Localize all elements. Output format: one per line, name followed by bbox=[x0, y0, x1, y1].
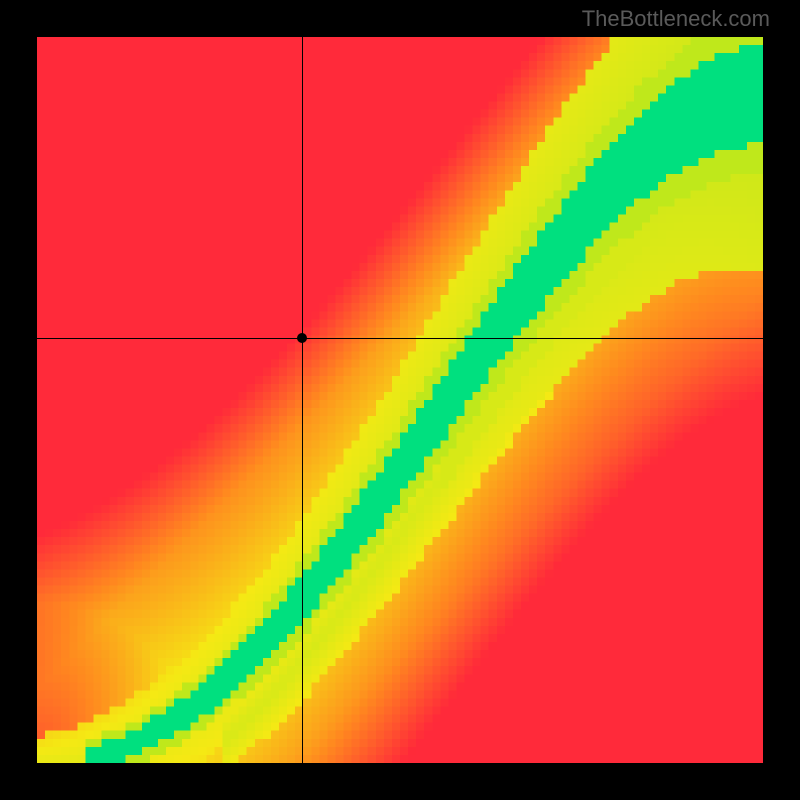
heatmap-plot bbox=[37, 37, 763, 763]
crosshair-horizontal bbox=[37, 338, 763, 339]
crosshair-dot bbox=[297, 333, 307, 343]
heatmap-canvas bbox=[37, 37, 763, 763]
crosshair-vertical bbox=[302, 37, 303, 763]
watermark-text: TheBottleneck.com bbox=[582, 6, 770, 32]
